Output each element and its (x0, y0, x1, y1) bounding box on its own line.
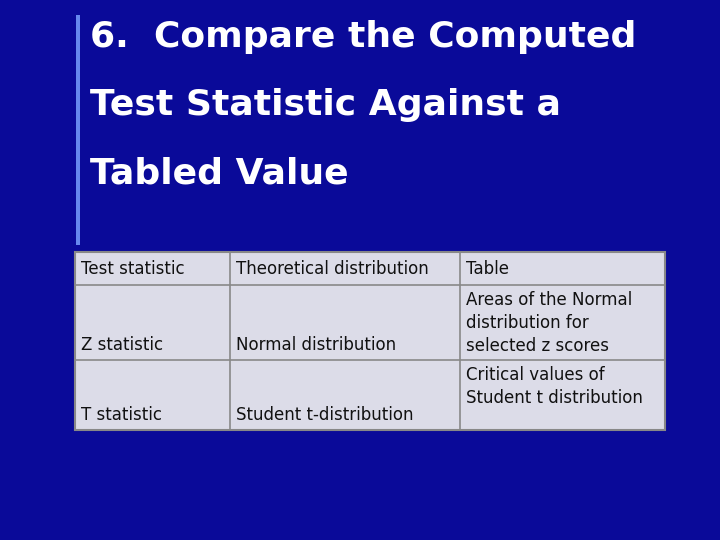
Bar (75, 252, 665, 430)
Text: Tabled Value: Tabled Value (90, 156, 348, 190)
Text: Student t-distribution: Student t-distribution (236, 406, 413, 424)
Text: Table: Table (466, 260, 509, 278)
Text: Z statistic: Z statistic (81, 336, 163, 354)
Text: T statistic: T statistic (81, 406, 162, 424)
Text: Normal distribution: Normal distribution (236, 336, 396, 354)
Bar (76, 15, 80, 245)
Text: Areas of the Normal
distribution for
selected z scores: Areas of the Normal distribution for sel… (466, 291, 632, 355)
Text: 6.  Compare the Computed: 6. Compare the Computed (90, 20, 636, 54)
Text: Test statistic: Test statistic (81, 260, 184, 278)
Text: Theoretical distribution: Theoretical distribution (236, 260, 428, 278)
Text: Test Statistic Against a: Test Statistic Against a (90, 88, 561, 122)
Text: Critical values of
Student t distribution: Critical values of Student t distributio… (466, 366, 643, 407)
